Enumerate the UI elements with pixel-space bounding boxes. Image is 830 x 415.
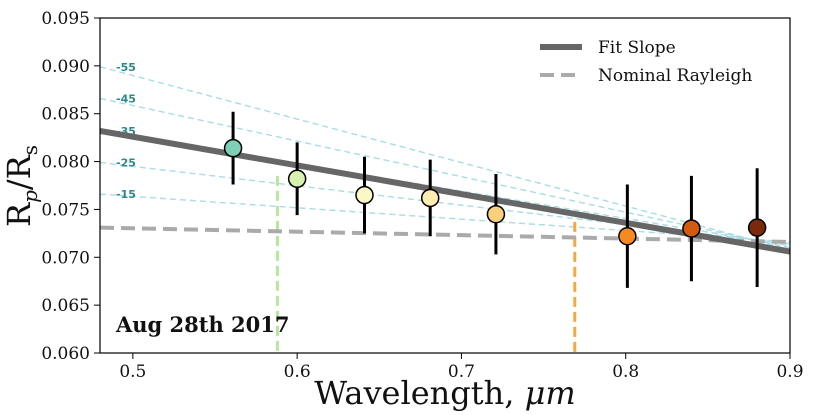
- data-point-3: [355, 185, 374, 205]
- x-axis-title: Wavelength, μm: [314, 374, 575, 412]
- x-tick-label-3: 0.7: [448, 362, 475, 382]
- legend-label-fit-slope: Fit Slope: [598, 38, 676, 58]
- data-point-5: [486, 204, 506, 224]
- legend-label-nominal-rayleigh: Nominal Rayleigh: [598, 66, 752, 86]
- data-point-1: [223, 138, 243, 158]
- slope-label-minus55: -55: [116, 61, 136, 74]
- slope-label-minus15: -15: [116, 188, 136, 201]
- y-tick-label-2: 0.065: [41, 296, 90, 316]
- x-tick-label-1: 0.5: [119, 362, 146, 382]
- y-tick-label-4: 0.075: [41, 200, 90, 220]
- slope-line-minus35: [100, 130, 790, 247]
- y-tick-label-5: 0.080: [41, 153, 90, 173]
- slope-line-minus25: [100, 161, 790, 245]
- x-tick-label-5: 0.9: [776, 362, 803, 382]
- y-tick-label-8: 0.095: [41, 9, 90, 29]
- data-point-4: [420, 188, 440, 208]
- x-tick-label-4: 0.8: [612, 362, 639, 382]
- plot-area: -55-45-35-25-15: [100, 61, 790, 353]
- x-tick-label-2: 0.6: [284, 362, 311, 382]
- fit-slope-line: [100, 127, 790, 255]
- y-tick-label-7: 0.090: [41, 57, 90, 77]
- y-tick-label-3: 0.070: [41, 248, 90, 268]
- plot-frame: [99, 17, 791, 354]
- y-tick-label-6: 0.085: [41, 105, 90, 125]
- legend: Fit Slope Nominal Rayleigh: [540, 38, 752, 86]
- data-point-7: [682, 219, 701, 238]
- date-annotation: Aug 28th 2017: [115, 312, 290, 337]
- slope-label-minus25: -25: [116, 157, 136, 170]
- slope-line-minus55: [100, 66, 790, 251]
- data-point-6: [618, 226, 637, 246]
- slope-line-minus45: [100, 97, 790, 249]
- axis-ticks: 0.060 0.065 0.070 0.075 0.080 0.085 0.090 0.095…: [41, 9, 803, 382]
- data-point-8: [747, 218, 767, 237]
- data-point-2: [287, 169, 307, 189]
- y-tick-label-1: 0.060: [41, 344, 90, 364]
- slope-line-minus15: [100, 193, 790, 243]
- slope-label-minus45: -45: [116, 92, 136, 105]
- y-axis-title: Rp/Rs: [0, 145, 42, 227]
- nominal-rayleigh-line: [100, 225, 790, 244]
